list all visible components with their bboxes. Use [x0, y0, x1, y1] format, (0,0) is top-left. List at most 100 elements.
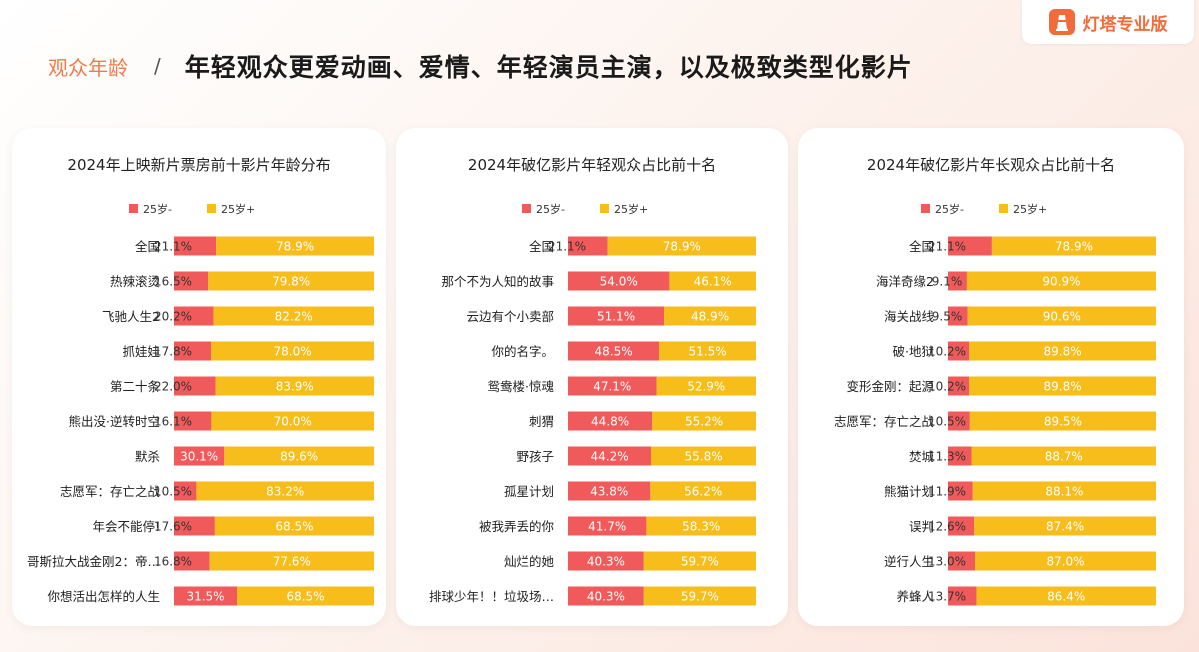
bar-old [215, 376, 374, 396]
bar-young [568, 516, 647, 536]
bar-old [211, 411, 374, 431]
data-label-young: 16.5% [154, 275, 192, 289]
data-label-young: 41.7% [588, 520, 626, 534]
bar-young [174, 306, 214, 326]
data-label-young: 40.3% [587, 555, 625, 569]
bar-young [568, 551, 644, 571]
chart-panel-1: 2024年上映新片票房前十影片年龄分布 25岁- 25岁+ 全国 21.1% 78.9% 热… [12, 128, 386, 626]
category-label: 全国 [909, 239, 934, 254]
data-label-old: 68.5% [286, 590, 324, 604]
bar-old [211, 341, 374, 361]
bar-old [969, 376, 1156, 396]
data-label-old: 51.5% [689, 345, 727, 359]
legend-label: 25岁- [935, 202, 964, 216]
data-label-young: 12.6% [928, 520, 966, 534]
brand-name: 灯塔专业版 [1082, 14, 1168, 35]
data-label-old: 68.5% [275, 520, 313, 534]
bar-young [948, 586, 977, 606]
category-label: 误判 [909, 519, 934, 534]
bar-old [971, 446, 1156, 466]
bar-old [975, 551, 1156, 571]
bar-old [209, 551, 374, 571]
bar-old [991, 236, 1156, 256]
data-label-old: 82.2% [275, 310, 313, 324]
data-label-old: 58.3% [682, 520, 720, 534]
bar-young [174, 271, 209, 291]
category-label: 全国 [135, 239, 160, 254]
bar-old [669, 271, 756, 291]
legend-swatch [999, 204, 1008, 213]
data-label-young: 54.0% [600, 275, 638, 289]
data-label-young: 10.5% [154, 485, 192, 499]
legend-label: 25岁+ [221, 202, 255, 216]
data-label-old: 70.0% [274, 415, 312, 429]
bar-young [174, 341, 212, 361]
data-label-old: 87.0% [1046, 555, 1084, 569]
bar-young [568, 306, 665, 326]
category-label: 破·地狱 [893, 344, 935, 359]
category-label: 养蜂人 [896, 589, 934, 604]
category-label: 哥斯拉大战金刚2：帝… [27, 554, 160, 569]
bar-young [568, 271, 670, 291]
data-label-young: 11.3% [928, 450, 966, 464]
bar-young [948, 341, 970, 361]
chart-title: 2024年上映新片票房前十影片年龄分布 [67, 156, 330, 174]
legend-swatch [129, 204, 138, 213]
data-label-young: 30.1% [180, 450, 218, 464]
data-label-young: 16.8% [154, 555, 192, 569]
data-label-young: 13.7% [928, 590, 966, 604]
data-label-old: 89.6% [280, 450, 318, 464]
data-label-old: 77.6% [273, 555, 311, 569]
data-label-young: 47.1% [593, 380, 631, 394]
data-label-young: 22.0% [154, 380, 192, 394]
category-label: 默杀 [135, 449, 160, 464]
section-label: 观众年龄 [48, 55, 128, 80]
data-label-old: 79.8% [272, 275, 310, 289]
data-label-old: 48.9% [691, 310, 729, 324]
bar-old [216, 236, 374, 256]
bar-young [174, 481, 197, 501]
bar-old [213, 306, 374, 326]
legend-label: 25岁- [536, 202, 565, 216]
bar-old [659, 341, 756, 361]
data-label-old: 56.2% [684, 485, 722, 499]
chart-panel-3: 2024年破亿影片年长观众占比前十名 25岁- 25岁+ 全国 21.1% 78.9% 海洋… [798, 128, 1184, 626]
category-label: 灿烂的她 [504, 554, 554, 569]
data-label-old: 59.7% [681, 555, 719, 569]
data-label-young: 11.9% [928, 485, 966, 499]
data-label-young: 9.5% [932, 310, 963, 324]
bar-young [568, 411, 653, 431]
bar-young [948, 376, 970, 396]
data-label-young: 9.1% [932, 275, 963, 289]
data-label-old: 55.8% [684, 450, 722, 464]
bar-young [568, 586, 644, 606]
bar-old [196, 481, 374, 501]
bar-young [568, 236, 608, 256]
data-label-young: 44.2% [590, 450, 628, 464]
data-label-young: 48.5% [595, 345, 633, 359]
legend-label: 25岁+ [1013, 202, 1047, 216]
bar-old [646, 516, 756, 536]
data-label-young: 17.8% [154, 345, 192, 359]
bar-old [972, 481, 1156, 501]
chart-panel-2: 2024年破亿影片年轻观众占比前十名 25岁- 25岁+ 全国 21.1% 78.9% 那个… [396, 128, 788, 626]
bar-old [214, 516, 374, 536]
category-label: 抓娃娃 [122, 344, 160, 359]
category-label: 你的名字。 [491, 344, 554, 359]
bar-old [652, 411, 756, 431]
bar-young [568, 376, 657, 396]
category-label: 被我弄丢的你 [479, 519, 554, 534]
bar-old [976, 586, 1156, 606]
data-label-old: 90.6% [1043, 310, 1081, 324]
bar-old [650, 481, 756, 501]
data-label-old: 88.1% [1045, 485, 1083, 499]
category-label: 热辣滚烫 [110, 274, 161, 289]
bar-young [174, 411, 212, 431]
data-label-young: 10.2% [928, 380, 966, 394]
bar-young [948, 236, 992, 256]
category-label: 海洋奇缘2 [876, 274, 934, 289]
data-label-old: 55.2% [685, 415, 723, 429]
category-label: 野孩子 [516, 449, 554, 464]
bar-young [174, 376, 216, 396]
